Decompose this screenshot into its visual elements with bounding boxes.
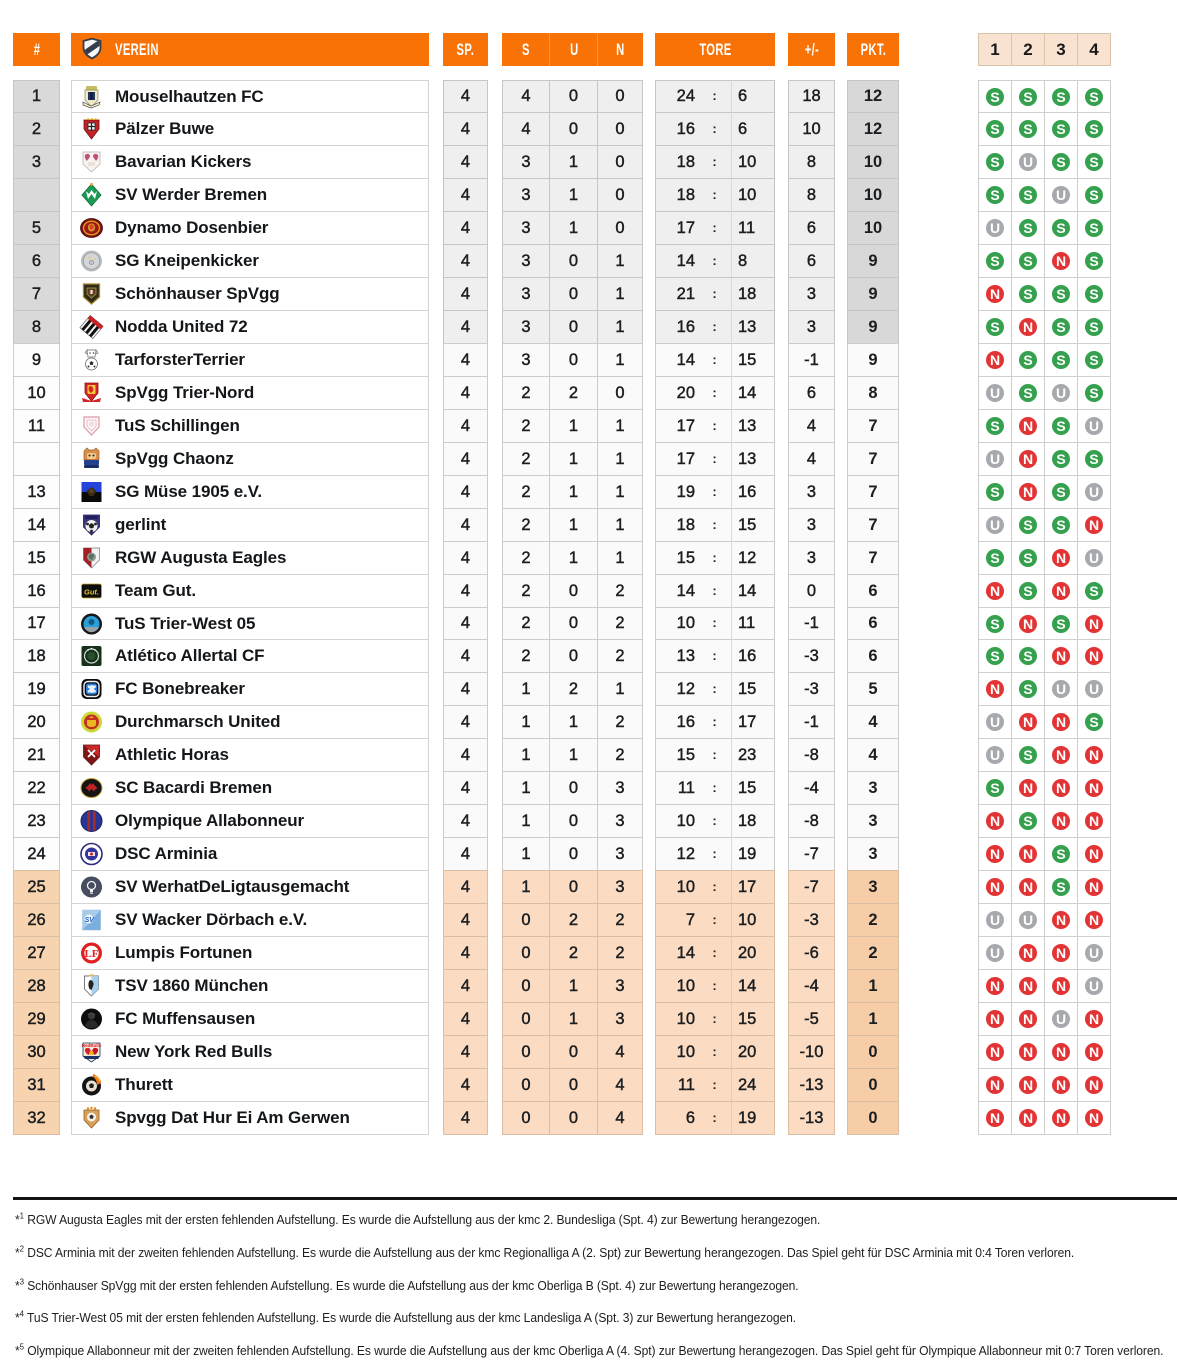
svg-text:RedBulls: RedBulls <box>82 1043 102 1048</box>
svg-text:Gut.: Gut. <box>84 588 99 597</box>
svg-text:SV: SV <box>85 917 96 924</box>
svg-text:LF: LF <box>84 948 98 960</box>
